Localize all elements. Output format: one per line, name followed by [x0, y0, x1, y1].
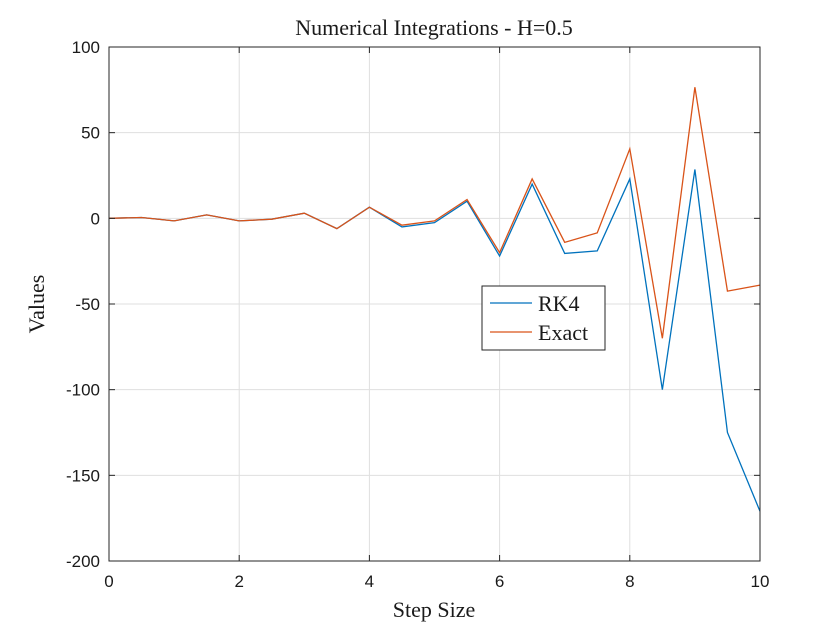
y-tick-labels: 100 50 0 -50 -100 -150 -200 [66, 38, 100, 571]
legend-label-rk4: RK4 [538, 291, 580, 316]
legend: RK4 Exact [481, 285, 606, 351]
series-line-exact [108, 87, 761, 339]
x-tick-label: 6 [495, 572, 504, 591]
series-lines [108, 87, 761, 512]
x-tick-label: 2 [234, 572, 243, 591]
gridlines [109, 47, 760, 561]
y-tick-label: -200 [66, 552, 100, 571]
chart-title: Numerical Integrations - H=0.5 [295, 15, 573, 40]
axis-ticks [108, 46, 761, 562]
x-axis-label: Step Size [393, 597, 476, 622]
x-tick-label: 8 [625, 572, 634, 591]
y-tick-label: 100 [72, 38, 100, 57]
x-tick-label: 0 [104, 572, 113, 591]
y-tick-label: -100 [66, 381, 100, 400]
y-tick-label: -150 [66, 466, 100, 485]
legend-label-exact: Exact [538, 320, 588, 345]
y-axis-label: Values [24, 275, 49, 334]
y-tick-label: 50 [81, 124, 100, 143]
x-tick-labels: 0 2 4 6 8 10 [104, 572, 769, 591]
x-tick-label: 10 [751, 572, 770, 591]
legend-box [481, 285, 606, 351]
y-tick-label: 0 [91, 209, 100, 228]
y-tick-label: -50 [75, 295, 100, 314]
x-tick-label: 4 [365, 572, 374, 591]
